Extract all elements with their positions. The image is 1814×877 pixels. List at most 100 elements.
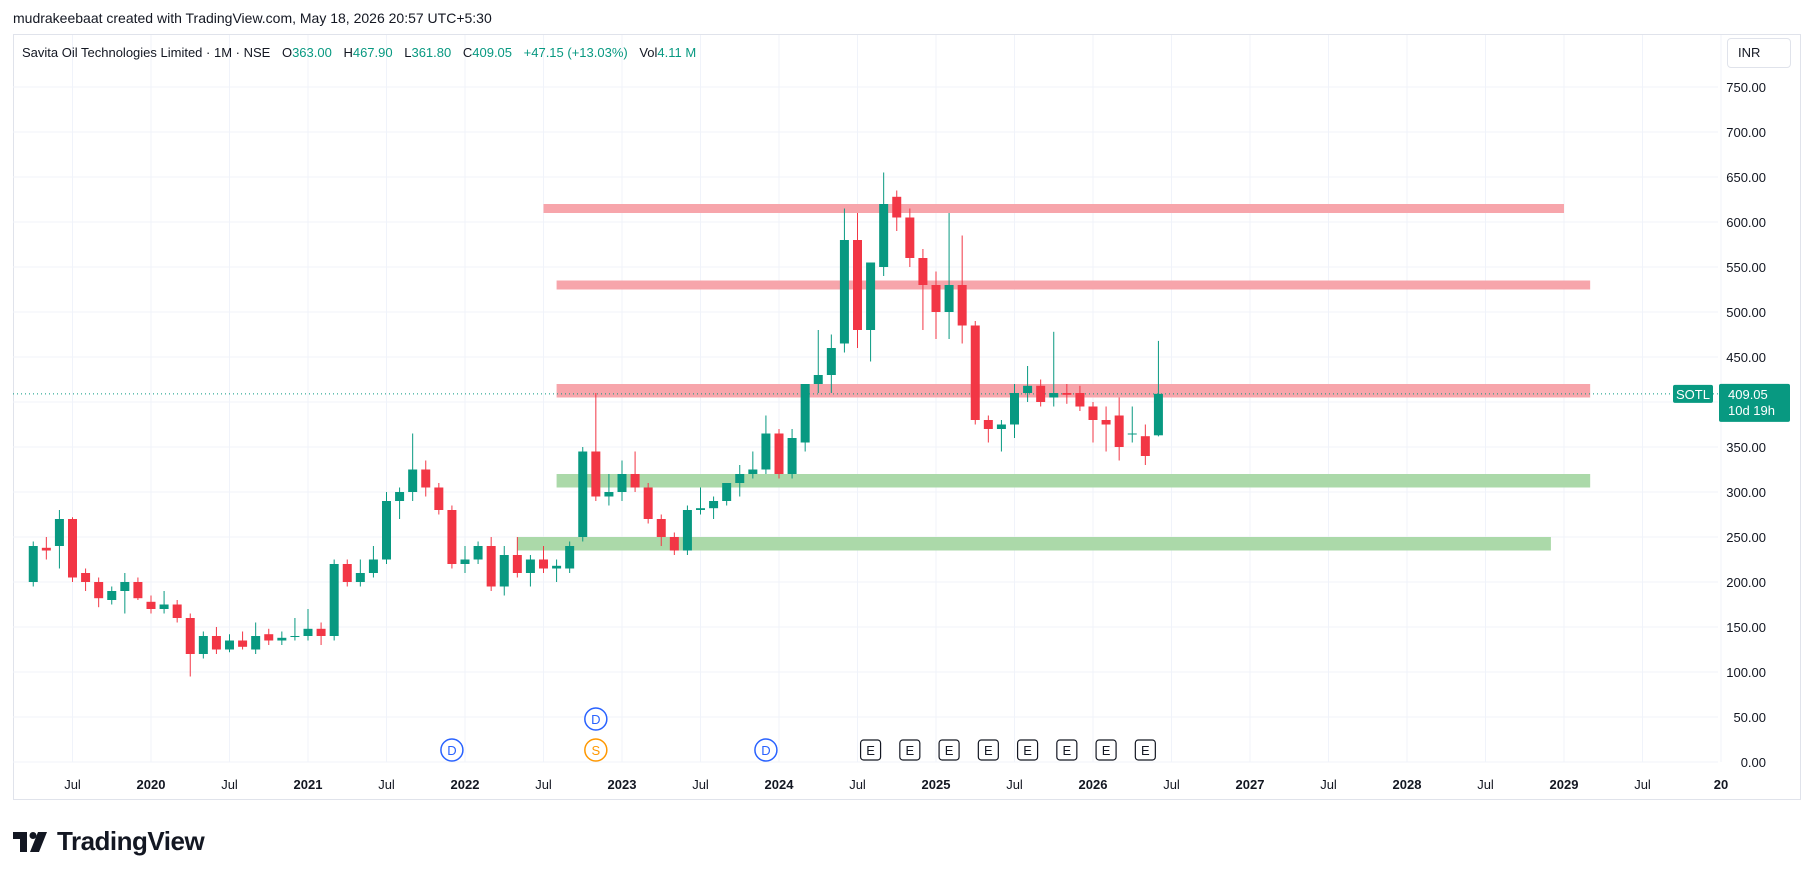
close-value: 409.05 — [472, 45, 513, 60]
candle-body — [329, 564, 339, 636]
earnings-marker-label: E — [1062, 743, 1071, 758]
candle-body — [591, 451, 601, 497]
candle-body — [421, 469, 431, 488]
candle-body — [1101, 420, 1111, 425]
time-tick-label: 2027 — [1236, 777, 1265, 792]
candle — [630, 451, 640, 492]
candle — [512, 537, 522, 578]
candle-body — [630, 474, 640, 488]
candle-body — [970, 325, 980, 420]
candle — [682, 505, 692, 555]
earnings-marker-label: E — [1023, 743, 1032, 758]
open-label: O — [281, 45, 293, 60]
time-tick-label: 20 — [1714, 777, 1728, 792]
candle-body — [552, 565, 562, 569]
time-tick-label: 2028 — [1393, 777, 1422, 792]
candle — [1075, 385, 1085, 411]
candle — [460, 546, 470, 573]
candle-body — [1114, 415, 1124, 447]
created-by-text: mudrakeebaat created with TradingView.co… — [13, 10, 492, 26]
candle — [656, 514, 666, 546]
candle-body — [826, 348, 836, 375]
candle-body — [1023, 385, 1033, 393]
candle — [395, 487, 405, 519]
candle — [1140, 424, 1150, 465]
candle — [931, 271, 941, 339]
candle — [643, 483, 653, 524]
earnings-marker-box — [859, 739, 882, 761]
candle-body — [787, 438, 797, 474]
candle — [866, 262, 876, 362]
candle — [368, 546, 378, 578]
candle — [853, 213, 862, 348]
price-axis: 750.00 700.00 650.00 600.00 550.00 500.00 450.… — [1726, 80, 1766, 770]
time-tick-label: 2029 — [1550, 777, 1579, 792]
candle-body — [342, 564, 352, 582]
price-tick-label: 250.00 — [1726, 530, 1766, 545]
time-tick-label: 2023 — [608, 777, 637, 792]
candle — [94, 577, 104, 608]
candle-body — [1062, 393, 1072, 395]
candle — [774, 429, 784, 479]
candle-body — [709, 501, 719, 509]
event-marker: D — [754, 738, 778, 762]
time-tick-label: Jul — [221, 777, 238, 792]
currency-button[interactable]: INR — [1727, 38, 1791, 68]
candle — [800, 384, 810, 452]
earnings-marker-label: E — [905, 743, 914, 758]
candle-body — [447, 510, 457, 564]
time-tick-label: Jul — [535, 777, 552, 792]
candle — [617, 460, 627, 501]
candle — [525, 555, 535, 587]
time-tick-label: Jul — [64, 777, 81, 792]
symbol-legend: Savita Oil Technologies Limited · 1M · N… — [22, 45, 696, 60]
candle — [1036, 379, 1046, 407]
candle — [1088, 402, 1098, 443]
event-marker: D — [584, 707, 608, 731]
candle — [225, 634, 234, 653]
candle-body — [146, 601, 156, 609]
candle — [198, 631, 208, 659]
resistance-zone — [556, 384, 1591, 398]
candle-body — [486, 546, 496, 587]
time-tick-label: 2025 — [922, 777, 951, 792]
split-marker-label: S — [591, 743, 600, 758]
price-tick-label: 500.00 — [1726, 305, 1766, 320]
volume-label: Vol — [639, 45, 658, 60]
candle-body — [54, 519, 64, 546]
candle-body — [565, 546, 575, 569]
price-tag-bg — [1719, 383, 1790, 422]
candle-body — [748, 469, 758, 474]
candle — [591, 393, 601, 501]
candle-body — [996, 424, 1006, 429]
candle-body — [408, 469, 418, 492]
resistance-zone — [543, 204, 1564, 213]
candle — [1127, 406, 1137, 443]
candle — [1114, 397, 1124, 461]
chart-frame — [13, 34, 1801, 800]
price-tag-countdown: 10d 19h — [1728, 403, 1775, 418]
candle-body — [94, 582, 104, 599]
candle-body — [1036, 385, 1046, 402]
candle — [107, 586, 117, 605]
candle — [748, 451, 758, 479]
candle — [892, 190, 902, 231]
candle — [434, 483, 444, 515]
candle-body — [853, 240, 862, 330]
candle — [918, 249, 928, 330]
candle-body — [931, 285, 941, 312]
candle — [499, 546, 509, 596]
dividend-marker-circle — [440, 738, 464, 762]
dividend-marker-label: D — [447, 743, 456, 758]
ticker-tag-label: SOTL — [1676, 387, 1710, 402]
tradingview-logo[interactable]: TradingView — [13, 826, 205, 857]
earnings-marker-label: E — [945, 743, 954, 758]
candle-body — [918, 258, 928, 285]
candle — [709, 496, 719, 519]
candle-body — [172, 604, 182, 618]
candles — [28, 172, 1163, 677]
high-label: H — [343, 45, 353, 60]
earnings-marker-box — [977, 739, 999, 761]
event-marker: E — [899, 739, 921, 761]
